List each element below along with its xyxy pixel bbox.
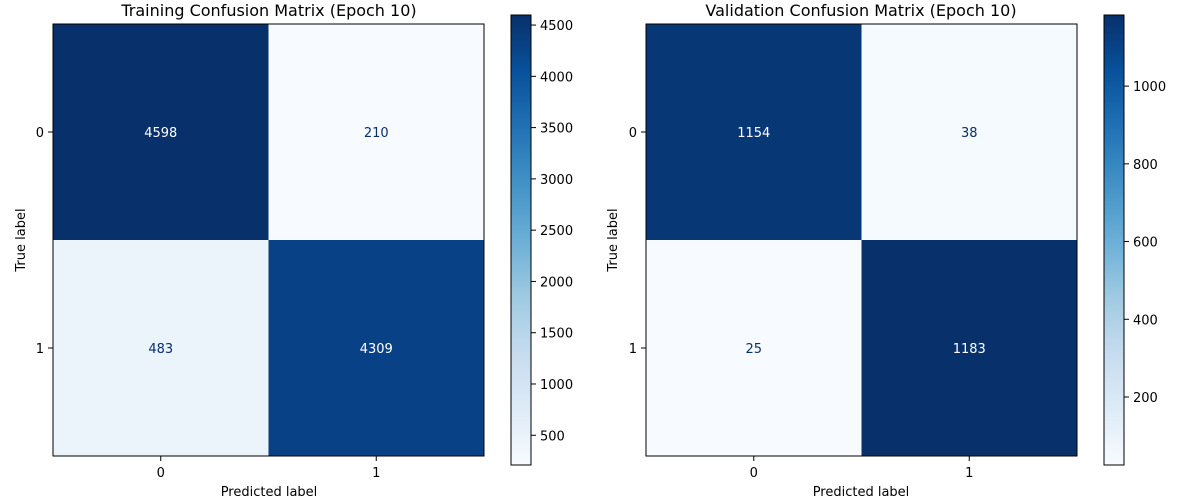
cell-value-0-1: 210: [364, 126, 389, 141]
colorbar-tick-label: 4000: [540, 70, 573, 85]
cell-value-0-0: 4598: [144, 126, 177, 141]
x-tick-label: 1: [372, 466, 380, 481]
colorbar-tick-label: 2000: [540, 275, 573, 290]
colorbar-tick-label: 1000: [1133, 80, 1166, 95]
colorbar-ticks: 200 400 600 800 1000: [1124, 80, 1166, 406]
colorbar-tick-label: 3000: [540, 173, 573, 188]
matrix-cell-0-1: [861, 24, 1078, 241]
colorbar-tick-label: 1500: [540, 327, 573, 342]
y-tick-label: 0: [36, 126, 44, 141]
matrix-cell-0-1: [268, 24, 485, 241]
chart-title: Validation Confusion Matrix (Epoch 10): [705, 1, 1016, 20]
cell-value-1-0: 483: [148, 342, 173, 357]
x-tick-label: 0: [157, 466, 165, 481]
axes-frame: [52, 23, 485, 457]
y-axis-label: True label: [14, 208, 29, 272]
y-axis-ticks: 01: [629, 126, 646, 357]
y-tick-label: 1: [36, 342, 44, 357]
colorbar-gradient: [1103, 14, 1125, 466]
x-tick-label: 1: [965, 466, 973, 481]
axes-frame: [645, 23, 1078, 457]
matrix-cell-1-1: [268, 240, 485, 457]
matrix-cell-0-0: [53, 24, 269, 241]
matrix-cell-1-0: [53, 240, 269, 457]
cell-value-1-1: 1183: [953, 342, 986, 357]
colorbar-tick-label: 800: [1133, 158, 1158, 173]
cell-value-1-1: 4309: [360, 342, 393, 357]
cell-value-1-0: 25: [745, 342, 762, 357]
x-axis-label: Predicted label: [813, 485, 910, 500]
colorbar-tick-label: 3500: [540, 122, 573, 137]
colorbar-tick-label: 2500: [540, 224, 573, 239]
y-axis-ticks: 01: [36, 126, 53, 357]
colorbar-tick-label: 500: [540, 429, 565, 444]
y-tick-label: 1: [629, 342, 637, 357]
colorbar-tick-label: 4500: [540, 19, 573, 34]
y-tick-label: 0: [629, 126, 637, 141]
colorbar-tick-label: 1000: [540, 378, 573, 393]
chart-title: Training Confusion Matrix (Epoch 10): [120, 1, 416, 20]
colorbar-gradient: [510, 14, 532, 466]
cell-value-0-1: 38: [961, 126, 978, 141]
matrix-cells: 4598 210 483 4309: [53, 24, 485, 457]
x-axis-label: Predicted label: [221, 485, 318, 500]
colorbar-ticks: 500 1000 1500 2000 2500 3000 3500 4000 4500: [531, 19, 573, 444]
x-tick-label: 0: [750, 466, 758, 481]
matrix-cell-1-0: [646, 240, 862, 457]
colorbar-tick-label: 400: [1133, 313, 1158, 328]
colorbar: 500 1000 1500 2000 2500 3000 3500 4000 4500: [510, 14, 573, 466]
colorbar: 200 400 600 800 1000: [1103, 14, 1166, 466]
matrix-cell-1-1: [861, 240, 1078, 457]
training-confusion-matrix: Training Confusion Matrix (Epoch 10) 459…: [14, 1, 573, 500]
matrix-cells: 1154 38 25 1183: [646, 24, 1078, 457]
cell-value-0-0: 1154: [737, 126, 770, 141]
colorbar-tick-label: 600: [1133, 236, 1158, 251]
validation-confusion-matrix: Validation Confusion Matrix (Epoch 10) 1…: [606, 1, 1166, 500]
matrix-cell-0-0: [646, 24, 862, 241]
colorbar-tick-label: 200: [1133, 391, 1158, 406]
y-axis-label: True label: [606, 208, 621, 272]
